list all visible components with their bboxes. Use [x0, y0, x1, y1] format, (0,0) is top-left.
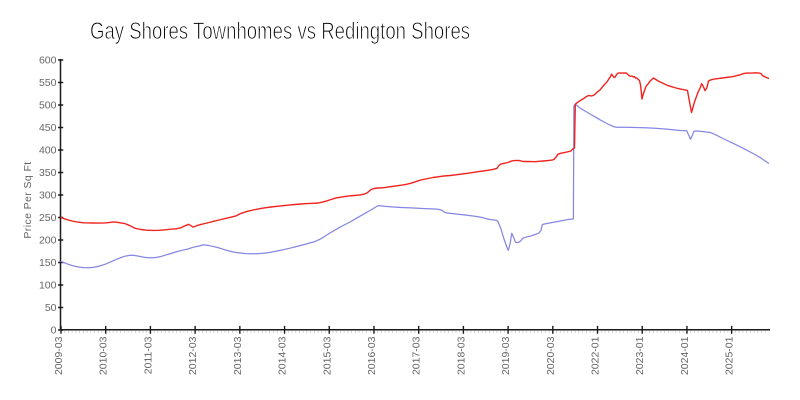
svg-text:2015-03: 2015-03 [321, 336, 333, 375]
svg-text:2010-03: 2010-03 [98, 336, 110, 375]
svg-text:2017-03: 2017-03 [411, 336, 423, 375]
svg-text:450: 450 [39, 122, 57, 134]
svg-text:0: 0 [51, 325, 57, 337]
svg-text:550: 550 [39, 77, 57, 89]
svg-text:2025-01: 2025-01 [724, 336, 736, 375]
svg-text:350: 350 [39, 167, 57, 179]
svg-text:Price Per Sq Ft: Price Per Sq Ft [22, 161, 34, 238]
svg-text:2018-03: 2018-03 [455, 336, 467, 375]
svg-text:2014-03: 2014-03 [277, 336, 289, 375]
svg-text:2019-03: 2019-03 [500, 336, 512, 375]
svg-text:50: 50 [45, 302, 57, 314]
svg-text:200: 200 [39, 235, 57, 247]
svg-text:2023-01: 2023-01 [634, 336, 646, 375]
svg-text:2012-03: 2012-03 [187, 336, 199, 375]
svg-text:2016-03: 2016-03 [366, 336, 378, 375]
svg-text:250: 250 [39, 212, 57, 224]
svg-text:300: 300 [39, 190, 57, 202]
svg-text:2013-03: 2013-03 [232, 336, 244, 375]
svg-text:2022-01: 2022-01 [590, 336, 602, 375]
svg-text:2009-03: 2009-03 [53, 336, 65, 375]
svg-text:2011-03: 2011-03 [142, 336, 154, 374]
svg-text:600: 600 [39, 55, 57, 67]
svg-text:100: 100 [39, 280, 57, 292]
svg-text:150: 150 [39, 257, 57, 269]
svg-text:2024-01: 2024-01 [679, 336, 691, 375]
svg-text:Gay Shores Townhomes vs Reding: Gay Shores Townhomes vs Redington Shores [90, 18, 470, 45]
svg-text:500: 500 [39, 100, 57, 112]
svg-text:400: 400 [39, 145, 57, 157]
svg-text:2020-03: 2020-03 [545, 336, 557, 375]
